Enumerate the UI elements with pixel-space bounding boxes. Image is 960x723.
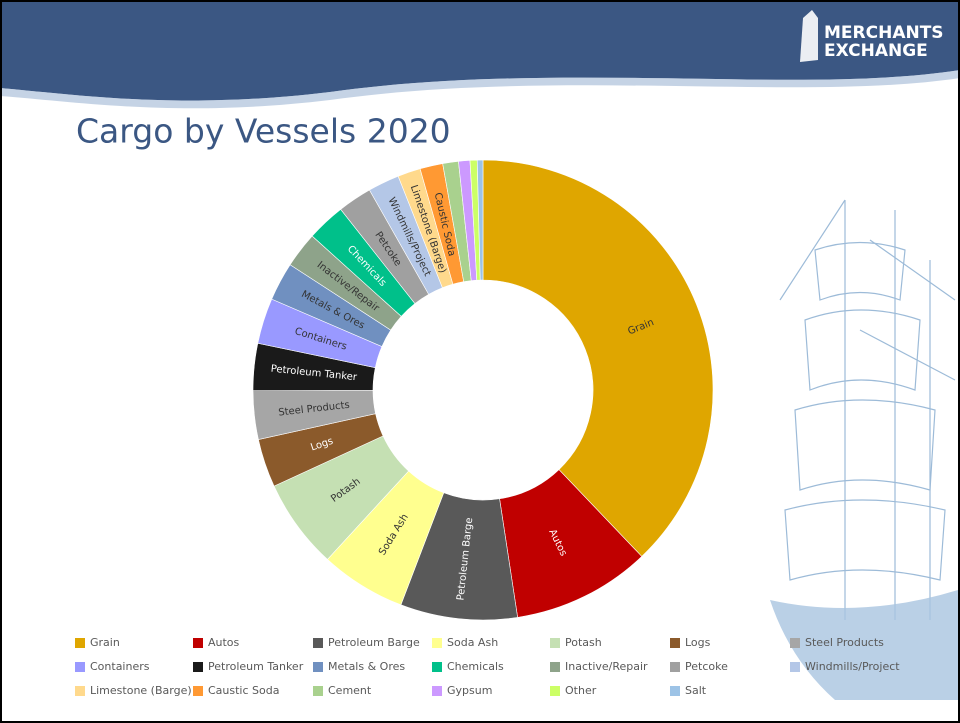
legend-swatch bbox=[790, 638, 800, 648]
legend-swatch bbox=[670, 686, 680, 696]
legend-swatch bbox=[75, 662, 85, 672]
legend-swatch bbox=[75, 638, 85, 648]
legend-label: Other bbox=[565, 684, 597, 697]
legend-label: Metals & Ores bbox=[328, 660, 405, 673]
legend-label: Limestone (Barge) bbox=[90, 684, 192, 697]
legend-label: Steel Products bbox=[805, 636, 884, 649]
legend-swatch bbox=[313, 662, 323, 672]
legend-label: Logs bbox=[685, 636, 711, 649]
logo: MERCHANTS EXCHANGE bbox=[800, 10, 944, 62]
legend-swatch bbox=[313, 686, 323, 696]
legend-label: Windmills/Project bbox=[805, 660, 900, 673]
legend-swatch bbox=[313, 638, 323, 648]
logo-text: EXCHANGE bbox=[824, 41, 928, 61]
legend-swatch bbox=[790, 662, 800, 672]
legend-label: Potash bbox=[565, 636, 602, 649]
header-wave bbox=[0, 70, 960, 109]
legend-swatch bbox=[193, 662, 203, 672]
logo-text: MERCHANTS bbox=[824, 23, 944, 43]
legend-swatch bbox=[550, 662, 560, 672]
legend-label: Grain bbox=[90, 636, 120, 649]
legend-label: Caustic Soda bbox=[208, 684, 279, 697]
legend-label: Petcoke bbox=[685, 660, 728, 673]
legend-swatch bbox=[432, 662, 442, 672]
legend-label: Containers bbox=[90, 660, 150, 673]
slice bbox=[482, 159, 714, 557]
legend-label: Inactive/Repair bbox=[565, 660, 648, 673]
ship-drawing bbox=[779, 199, 956, 620]
legend-label: Autos bbox=[208, 636, 240, 649]
legend-label: Gypsum bbox=[447, 684, 492, 697]
legend-label: Petroleum Barge bbox=[328, 636, 420, 649]
chart-title: Cargo by Vessels 2020 bbox=[76, 112, 451, 151]
legend-label: Cement bbox=[328, 684, 372, 697]
legend-swatch bbox=[193, 638, 203, 648]
legend-label: Soda Ash bbox=[447, 636, 498, 649]
logo-icon bbox=[800, 10, 818, 62]
ship-hull bbox=[770, 590, 958, 700]
legend-swatch bbox=[550, 638, 560, 648]
legend-swatch bbox=[432, 686, 442, 696]
legend-swatch bbox=[550, 686, 560, 696]
slice bbox=[476, 159, 484, 281]
legend-swatch bbox=[432, 638, 442, 648]
legend-label: Chemicals bbox=[447, 660, 504, 673]
header-band bbox=[0, 0, 960, 101]
legend: Grain Autos Petroleum Barge Soda Ash Potash L… bbox=[75, 636, 900, 697]
legend-swatch bbox=[75, 686, 85, 696]
legend-swatch bbox=[670, 662, 680, 672]
legend-swatch bbox=[670, 638, 680, 648]
legend-label: Petroleum Tanker bbox=[208, 660, 304, 673]
legend-label: Salt bbox=[685, 684, 707, 697]
legend-swatch bbox=[193, 686, 203, 696]
